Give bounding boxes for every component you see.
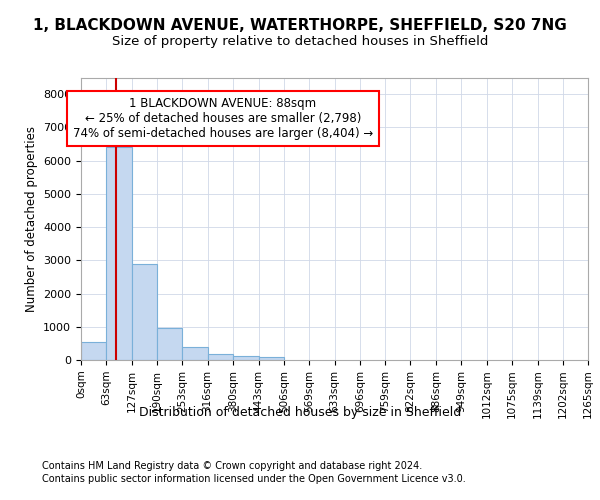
Text: 1 BLACKDOWN AVENUE: 88sqm
← 25% of detached houses are smaller (2,798)
74% of se: 1 BLACKDOWN AVENUE: 88sqm ← 25% of detac… — [73, 98, 373, 140]
Text: Contains HM Land Registry data © Crown copyright and database right 2024.: Contains HM Land Registry data © Crown c… — [42, 461, 422, 471]
Bar — [182, 348, 208, 360]
Text: Contains public sector information licensed under the Open Government Licence v3: Contains public sector information licen… — [42, 474, 466, 484]
Bar — [259, 358, 284, 360]
Text: Size of property relative to detached houses in Sheffield: Size of property relative to detached ho… — [112, 35, 488, 48]
Bar — [157, 328, 182, 360]
Bar — [233, 356, 259, 360]
Bar — [81, 342, 106, 360]
Text: Distribution of detached houses by size in Sheffield: Distribution of detached houses by size … — [139, 406, 461, 419]
Text: 1, BLACKDOWN AVENUE, WATERTHORPE, SHEFFIELD, S20 7NG: 1, BLACKDOWN AVENUE, WATERTHORPE, SHEFFI… — [33, 18, 567, 32]
Bar — [208, 354, 233, 360]
Bar — [106, 148, 132, 360]
Y-axis label: Number of detached properties: Number of detached properties — [25, 126, 38, 312]
Bar — [132, 264, 157, 360]
